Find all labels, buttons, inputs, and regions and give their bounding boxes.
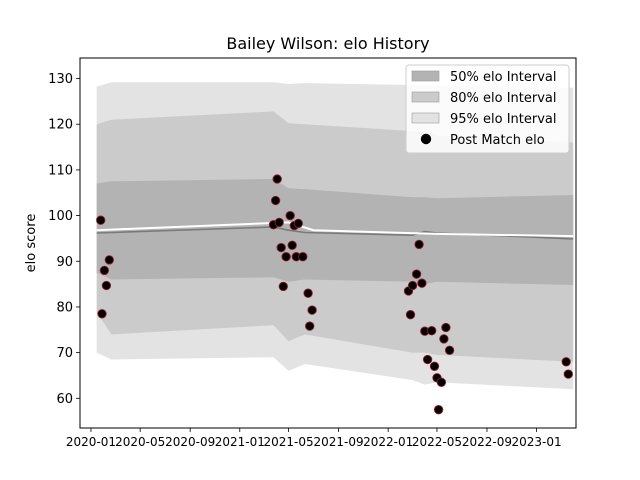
y-tick-label: 100: [48, 209, 73, 224]
legend-label: 95% elo Interval: [450, 112, 557, 127]
post-match-elo-point: [278, 281, 288, 292]
legend-label: 50% elo Interval: [450, 70, 557, 85]
axes-frame: [79, 57, 577, 429]
post-match-elo-point: [293, 218, 303, 229]
x-tick-label: 2021-01: [215, 435, 265, 449]
post-match-elo-point: [563, 369, 573, 379]
legend-label: Post Match elo: [450, 133, 545, 148]
legend: 50% elo Interval 80% elo Interval 95% elo …: [405, 64, 570, 154]
post-match-elo-point: [427, 326, 437, 336]
x-tick-label: 2021-05: [263, 435, 313, 449]
x-tick-label: 2023-01: [511, 435, 561, 449]
x-tick-label: 2020-01: [66, 435, 116, 449]
y-axis-label: elo score: [24, 214, 39, 273]
chart-title: Bailey Wilson: elo History: [226, 34, 429, 53]
post-match-elo-point: [407, 280, 418, 291]
post-match-elo-point: [303, 288, 313, 298]
post-match-elo-point: [272, 174, 282, 184]
y-tick-label: 120: [48, 118, 73, 133]
post-match-elo-point: [276, 242, 286, 253]
post-match-elo-point: [285, 210, 295, 221]
post-match-elo-point: [307, 305, 317, 315]
post-match-elo-point: [281, 252, 291, 262]
post-match-elo-point: [101, 280, 112, 291]
post-match-elo-point: [97, 309, 107, 319]
x-tick-label: 2022-05: [412, 435, 462, 449]
post-match-elo-point: [96, 215, 106, 225]
legend-swatch-95: [411, 112, 440, 124]
median-elo-line: [96, 226, 574, 240]
post-match-elo-point: [444, 345, 455, 355]
post-match-elo-point: [270, 195, 281, 206]
y-tick-label: 80: [56, 300, 73, 315]
post-match-elo-point: [433, 405, 444, 415]
post-match-elo-point: [305, 321, 315, 331]
post-match-elo-point: [439, 334, 449, 344]
post-match-elo-point: [417, 278, 427, 288]
post-match-elo-point: [411, 269, 422, 279]
band-50-interval: [96, 179, 574, 285]
y-tick-label: 90: [56, 255, 73, 270]
post-match-elo-point: [436, 377, 447, 387]
y-tick-label: 70: [56, 346, 73, 361]
legend-swatch-50: [411, 70, 440, 82]
legend-marker-post-match: [420, 133, 432, 145]
post-match-elo-point: [99, 265, 110, 276]
x-tick-label: 2021-09: [314, 435, 364, 449]
x-tick-label: 2022-01: [363, 435, 413, 449]
x-tick-label: 2020-09: [165, 435, 215, 449]
x-tick-label: 2020-05: [115, 435, 165, 449]
legend-box: [405, 64, 570, 154]
post-match-elo-point: [298, 252, 308, 262]
post-match-elo-point: [287, 240, 297, 250]
y-tick-label: 130: [48, 72, 73, 87]
post-match-elo-point: [561, 357, 571, 367]
post-match-elo-point: [414, 239, 424, 250]
x-tick-label: 2022-09: [462, 435, 512, 449]
post-match-elo-point: [422, 354, 433, 365]
post-match-elo-point: [441, 322, 451, 333]
post-match-elo-point: [429, 361, 440, 371]
y-tick-label: 60: [56, 392, 73, 407]
y-tick-label: 110: [48, 163, 73, 178]
legend-label: 80% elo Interval: [450, 91, 557, 106]
mean-elo-line: [96, 221, 574, 238]
post-match-elo-point: [405, 310, 416, 320]
legend-swatch-80: [411, 91, 440, 103]
post-match-elo-point: [274, 217, 284, 228]
post-match-elo-point: [104, 255, 114, 265]
